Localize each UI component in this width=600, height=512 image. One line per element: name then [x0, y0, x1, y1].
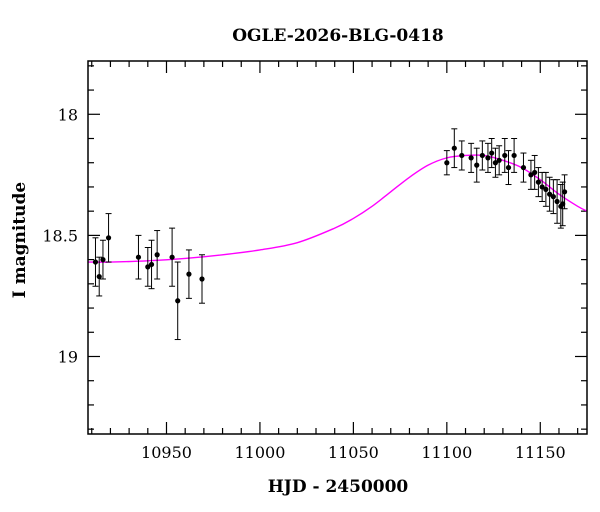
y-tick-label: 18 [58, 105, 78, 124]
y-tick-label: 18.5 [42, 226, 78, 245]
data-point [479, 152, 485, 159]
data-point [554, 198, 560, 205]
data-point [492, 160, 499, 166]
data-point [135, 254, 142, 260]
data-point [547, 191, 553, 197]
x-axis-label: HJD - 2450000 [268, 477, 409, 497]
x-tick-label: 11150 [515, 443, 566, 462]
data-point [468, 155, 474, 161]
data-point [520, 164, 527, 171]
data-point [92, 259, 99, 265]
data-point [199, 276, 205, 282]
x-tick-label: 11000 [234, 443, 285, 462]
data-point [175, 298, 181, 304]
data-point [489, 150, 495, 156]
data-point [496, 157, 502, 163]
data-point [459, 152, 465, 159]
data-point [502, 152, 508, 159]
x-tick-label: 10950 [141, 443, 192, 462]
data-point [96, 273, 102, 280]
axis-tick-labels: 10950 11000 11050 11100 11150 18 18.5 19 [42, 105, 565, 462]
data-point [474, 162, 480, 168]
data-point [560, 201, 566, 207]
data-point [186, 271, 192, 277]
data-point [485, 155, 491, 161]
x-tick-label: 11100 [421, 443, 472, 462]
model-curve [88, 154, 587, 263]
plot-frame [87, 60, 588, 435]
data-point [100, 257, 106, 263]
data-point [550, 194, 556, 200]
data-point [154, 252, 160, 258]
data-point [539, 184, 545, 190]
data-point [543, 186, 549, 192]
data-point [532, 169, 538, 176]
data-point [169, 254, 175, 260]
x-tick-label: 11050 [328, 443, 379, 462]
chart-title: OGLE-2026-BLG-0418 [232, 26, 444, 46]
data-point [535, 179, 542, 185]
data-point [148, 261, 155, 268]
y-tick-label: 19 [58, 347, 78, 366]
y-axis-label: I magnitude [10, 182, 30, 299]
axis-ticks [88, 61, 587, 434]
data-point [505, 164, 512, 171]
data-point [145, 264, 151, 270]
plot-area [88, 128, 587, 341]
data-point [444, 160, 450, 166]
data-point [105, 235, 112, 241]
data-point [511, 152, 517, 159]
data-point [528, 172, 534, 178]
data-point [451, 145, 457, 151]
data-point [561, 189, 568, 195]
